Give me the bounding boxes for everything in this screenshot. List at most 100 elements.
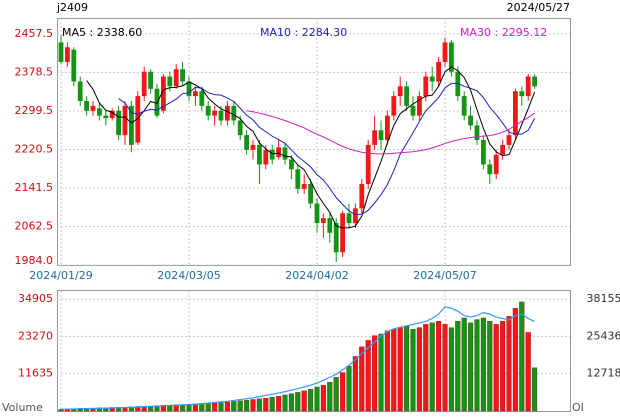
candle-body: [391, 96, 397, 116]
candle-body: [481, 140, 486, 165]
x-tick-label: 2024/05/07: [413, 269, 476, 282]
candle-body: [218, 110, 224, 121]
volume-bar: [525, 332, 531, 412]
candle-body: [487, 164, 493, 175]
volume-bar: [461, 317, 467, 412]
candle-body: [461, 96, 467, 116]
volume-bar: [333, 377, 339, 412]
candle-body: [289, 159, 294, 170]
volume-bar: [212, 402, 218, 412]
volume-bar: [429, 322, 435, 412]
candle-body: [148, 71, 153, 89]
candle-body: [97, 108, 102, 116]
candle-body: [506, 135, 512, 145]
volume-bar: [416, 327, 422, 412]
candle-body: [180, 69, 185, 82]
volume-bar: [340, 372, 346, 412]
candle-body: [282, 147, 288, 160]
x-tick-label: 2024/01/29: [29, 269, 92, 282]
candle-body: [58, 42, 64, 62]
volume-bar: [237, 400, 243, 412]
candle-body: [532, 76, 537, 87]
candle-body: [468, 115, 473, 126]
volume-bar: [186, 404, 192, 412]
volume-bar: [180, 404, 186, 412]
volume-bar: [359, 346, 365, 412]
x-tick-label: 2024/04/02: [285, 269, 348, 282]
candle-body: [500, 144, 505, 155]
candle-body: [429, 76, 435, 82]
volume-bar: [352, 356, 358, 412]
volume-bar: [365, 340, 371, 412]
volume-bar: [378, 333, 384, 412]
candle-body: [493, 154, 499, 175]
candle-body: [71, 49, 77, 82]
volume-bar: [192, 403, 198, 412]
candle-body: [116, 110, 121, 136]
volume-bar: [474, 319, 480, 412]
y-tick-label: 1984.0: [15, 254, 54, 267]
candle-body: [167, 76, 173, 87]
y-tick-label: 2141.5: [15, 181, 54, 194]
candle-body: [474, 125, 480, 141]
candle-body: [314, 203, 320, 224]
legend-label: MA10 : 2284.30: [260, 26, 347, 39]
candle-body: [442, 42, 448, 62]
candle-body: [244, 135, 249, 150]
candle-body: [327, 218, 333, 233]
candle-body: [295, 169, 301, 189]
volume-bar: [205, 403, 211, 412]
candle-body: [353, 208, 358, 224]
candle-body: [237, 120, 243, 136]
candle-body: [122, 105, 128, 136]
candle-body: [308, 183, 313, 204]
candle-body: [141, 71, 147, 97]
volume-bar: [397, 327, 403, 412]
last-date: 2024/05/27: [507, 1, 570, 14]
volume-bar: [250, 399, 256, 412]
candle-body: [84, 100, 89, 111]
candle-body: [77, 81, 83, 101]
volume-bar: [442, 324, 448, 412]
volume-bar: [199, 403, 205, 412]
candle-body: [525, 76, 531, 97]
volume-bar: [468, 322, 474, 412]
candle-body: [90, 105, 96, 111]
volume-bar: [436, 321, 442, 412]
candle-body: [161, 76, 166, 111]
volume-bar: [224, 401, 230, 412]
candle-body: [263, 149, 269, 165]
y-tick-label: 11635: [18, 367, 53, 380]
candle-body: [135, 96, 141, 143]
candle-body: [449, 42, 454, 72]
candle-body: [346, 213, 352, 224]
volume-bar: [256, 398, 262, 412]
candle-body: [109, 110, 115, 119]
x-tick-label: 2024/03/05: [157, 269, 220, 282]
volume-bar: [500, 321, 506, 412]
volume-bar: [410, 329, 416, 412]
volume-bar: [327, 381, 333, 412]
volume-bar: [308, 389, 314, 412]
candle-body: [423, 76, 429, 97]
legend-label: MA30 : 2295.12: [460, 26, 547, 39]
candle-body: [154, 88, 160, 116]
volume-bar: [276, 396, 282, 412]
y2-tick-label: 12718: [587, 367, 620, 380]
y-tick-label: 2220.5: [15, 143, 54, 156]
candle-body: [129, 105, 134, 145]
candle-body: [199, 91, 205, 106]
volume-bar: [320, 385, 326, 412]
candle-body: [186, 81, 192, 97]
oi-line: [60, 306, 535, 410]
volume-bar: [218, 402, 224, 412]
y-tick-label: 2457.5: [15, 27, 54, 40]
volume-bar: [301, 390, 307, 412]
volume-bar: [404, 325, 410, 412]
volume-bar: [244, 399, 250, 412]
candle-body: [231, 105, 237, 121]
volume-axis-title: Volume: [2, 401, 43, 414]
candle-body: [65, 47, 70, 62]
candle-body: [193, 91, 198, 97]
